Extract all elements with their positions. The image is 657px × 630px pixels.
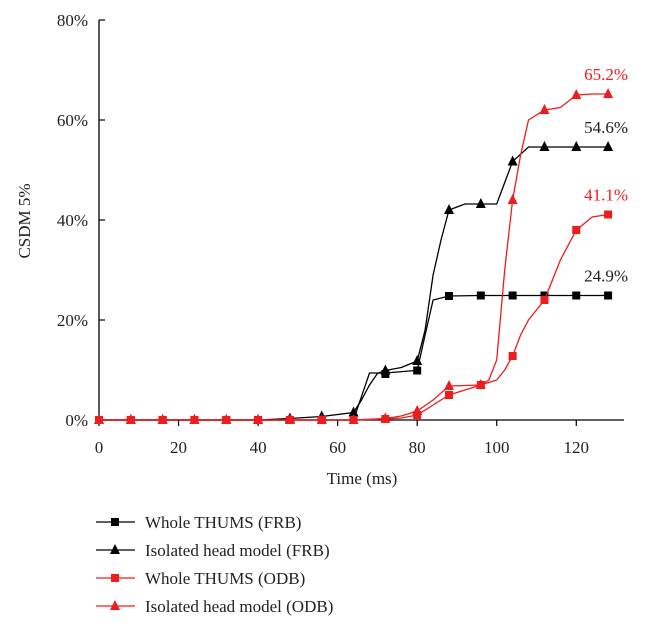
data-point <box>604 291 613 300</box>
y-tick-label: 40% <box>57 211 88 230</box>
data-point <box>348 414 359 424</box>
y-tick-label: 0% <box>65 411 88 430</box>
x-ticks: 0 20 40 60 80 100 120 <box>95 420 589 457</box>
data-point <box>348 406 359 417</box>
y-tick-label: 80% <box>57 11 88 30</box>
data-point <box>571 89 582 99</box>
x-tick-label: 80 <box>409 438 426 457</box>
data-point <box>540 291 549 300</box>
end-value-label: 41.1% <box>584 186 628 205</box>
series-1 <box>95 291 613 424</box>
end-labels: 24.9% 54.6% 41.1% 65.2% <box>584 65 628 286</box>
data-point <box>221 414 232 424</box>
end-value-label: 24.9% <box>584 267 628 286</box>
data-point <box>508 352 517 360</box>
series-line <box>99 146 609 421</box>
data-point <box>125 414 136 424</box>
data-point <box>475 198 486 208</box>
x-tick-label: 20 <box>170 438 187 457</box>
x-axis-label: Time (ms) <box>327 469 398 488</box>
axes: 0% 20% 40% 60% 80% 0 20 40 60 80 100 120 <box>57 11 624 457</box>
series-4 <box>94 88 614 424</box>
series-2 <box>94 141 614 424</box>
data-point <box>571 141 582 151</box>
data-point <box>539 104 550 114</box>
data-point <box>444 380 454 390</box>
data-point <box>380 364 391 375</box>
data-point <box>413 366 422 375</box>
data-point <box>603 141 614 151</box>
data-point <box>540 296 549 304</box>
x-tick-label: 0 <box>95 438 104 457</box>
data-point <box>253 414 264 424</box>
x-tick-label: 60 <box>329 438 346 457</box>
data-point <box>189 414 200 424</box>
end-value-label: 54.6% <box>584 118 628 137</box>
data-point <box>412 355 423 365</box>
data-point <box>508 291 517 300</box>
legend-marker <box>110 600 120 610</box>
data-point <box>445 292 453 300</box>
legend-entry: Isolated head model (FRB) <box>96 541 330 560</box>
legend-entry: Whole THUMS (ODB) <box>96 569 305 588</box>
data-point <box>445 391 453 399</box>
y-axis-label: CSDM 5% <box>15 183 34 258</box>
y-tick-label: 60% <box>57 111 88 130</box>
legend: Whole THUMS (FRB) Isolated head model (FR… <box>96 513 333 616</box>
y-tick-label: 20% <box>57 311 88 330</box>
data-point <box>157 414 168 424</box>
legend-marker <box>111 518 119 526</box>
data-point <box>444 204 454 214</box>
series-line <box>99 93 609 421</box>
legend-entry: Isolated head model (ODB) <box>96 597 333 616</box>
legend-label: Isolated head model (FRB) <box>145 541 330 560</box>
data-point <box>507 194 518 204</box>
legend-label: Whole THUMS (FRB) <box>145 513 301 532</box>
data-point <box>476 291 485 300</box>
y-ticks: 0% 20% 40% 60% 80% <box>57 11 105 430</box>
x-tick-label: 40 <box>250 438 267 457</box>
data-point <box>412 405 423 415</box>
legend-label: Whole THUMS (ODB) <box>145 569 305 588</box>
series-line <box>99 294 609 421</box>
data-point <box>539 141 550 151</box>
end-value-label: 65.2% <box>584 65 628 84</box>
data-point <box>507 155 518 166</box>
data-point <box>380 412 391 423</box>
data-point <box>284 414 295 424</box>
legend-marker <box>111 574 119 582</box>
data-point <box>572 226 581 234</box>
legend-marker <box>110 544 120 554</box>
x-tick-label: 100 <box>484 438 510 457</box>
data-point <box>603 88 614 98</box>
series-line <box>99 213 609 421</box>
data-point <box>475 379 486 389</box>
series-3 <box>95 210 613 424</box>
data-point <box>572 291 581 300</box>
x-tick-label: 120 <box>564 438 590 457</box>
data-point <box>604 210 613 219</box>
data-point <box>316 414 327 424</box>
data-point <box>94 414 104 424</box>
legend-label: Isolated head model (ODB) <box>145 597 333 616</box>
legend-entry: Whole THUMS (FRB) <box>96 513 301 532</box>
series-layer <box>94 88 614 424</box>
